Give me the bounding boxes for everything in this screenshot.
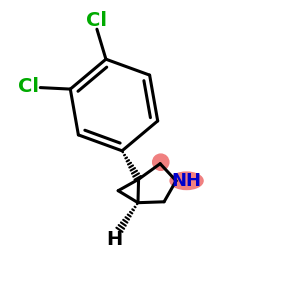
Text: Cl: Cl xyxy=(18,77,39,97)
Ellipse shape xyxy=(170,172,203,190)
Text: H: H xyxy=(106,230,122,249)
Text: NH: NH xyxy=(172,172,202,190)
Text: Cl: Cl xyxy=(86,11,107,30)
Circle shape xyxy=(153,154,169,170)
